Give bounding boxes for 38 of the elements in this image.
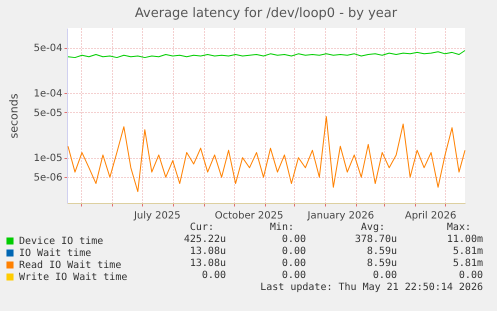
text: 0.00 — [458, 270, 483, 282]
text: 0.00 — [282, 246, 306, 258]
y-tick-label: 5e-04 — [34, 43, 62, 54]
text: Max: — [446, 222, 471, 234]
text: 0.00 — [282, 258, 306, 270]
chart-title: Average latency for /dev/loop0 - by year — [134, 6, 398, 21]
text: 5.81m — [452, 246, 483, 258]
y-axis-title: seconds — [8, 93, 21, 138]
text: 11.00m — [446, 234, 483, 246]
text: 0.00 — [372, 270, 397, 282]
legend-label: Read IO Wait time — [19, 260, 122, 271]
y-tick-label: 5e-05 — [34, 108, 62, 119]
text: 425.22u — [184, 234, 226, 246]
text: Last update: Thu May 21 22:50:14 2026 — [260, 282, 483, 294]
text: 13.08u — [190, 246, 226, 258]
text: 0.00 — [202, 270, 226, 282]
text: Avg: — [360, 222, 385, 234]
text: 378.70u — [354, 234, 397, 246]
x-tick-label: July 2025 — [132, 210, 181, 222]
text: 0.00 — [282, 270, 306, 282]
line-series — [67, 116, 466, 192]
text: 8.59u — [366, 258, 397, 270]
y-tick-label: 5e-06 — [34, 172, 62, 184]
x-tick-label: April 2026 — [404, 210, 456, 222]
text: 13.08u — [190, 258, 226, 270]
text: 5.81m — [452, 258, 483, 270]
x-tick-label: January 2026 — [306, 210, 374, 222]
text: 8.59u — [366, 246, 397, 258]
y-tick-label: 1e-04 — [34, 88, 62, 100]
line-series — [67, 50, 466, 58]
text: Cur: — [190, 222, 214, 234]
text: 0.00 — [282, 234, 306, 246]
text: Min: — [270, 222, 294, 234]
y-tick-label: 1e-05 — [34, 153, 62, 164]
legend-label: IO Wait time — [19, 248, 92, 259]
legend-label: Write IO Wait time — [19, 272, 128, 283]
x-tick-label: October 2025 — [214, 210, 284, 222]
legend-label: Device IO time — [19, 236, 104, 247]
